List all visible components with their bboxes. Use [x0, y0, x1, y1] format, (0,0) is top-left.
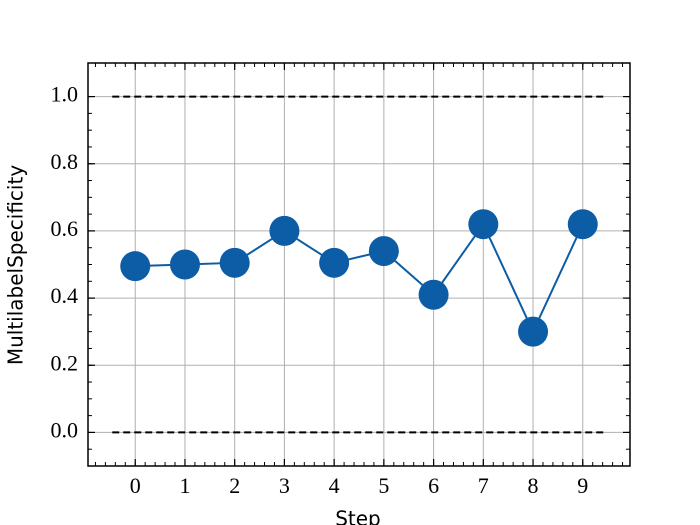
x-tick-label: 3: [279, 473, 290, 498]
data-point: [319, 247, 350, 278]
x-tick-label: 9: [577, 473, 588, 498]
data-point: [169, 249, 200, 280]
y-tick-label: 0.0: [51, 417, 79, 442]
x-tick-label: 5: [378, 473, 389, 498]
data-point: [418, 279, 449, 310]
y-tick-label: 0.8: [51, 149, 79, 174]
data-point: [219, 247, 250, 278]
x-tick-label: 2: [229, 473, 240, 498]
data-point: [518, 316, 549, 347]
series-line: [135, 222, 584, 335]
x-tick-label: 7: [478, 473, 489, 498]
plot-frame: [87, 62, 631, 467]
x-axis-label: Step: [335, 507, 381, 525]
y-axis-label: MultilabelSpecificity: [4, 165, 28, 365]
y-tick-label: 0.2: [51, 350, 79, 375]
x-tick-label: 4: [329, 473, 340, 498]
x-tick-label: 1: [179, 473, 190, 498]
data-point: [567, 209, 598, 240]
y-tick-label: 0.4: [51, 283, 79, 308]
data-point: [120, 251, 151, 282]
x-tick-label: 0: [130, 473, 141, 498]
y-tick-label: 0.6: [51, 216, 79, 241]
x-tick-label: 6: [428, 473, 439, 498]
data-point: [468, 209, 499, 240]
x-tick-label: 8: [528, 473, 539, 498]
data-point: [269, 215, 300, 246]
data-point: [368, 236, 399, 267]
y-tick-label: 1.0: [51, 82, 79, 107]
